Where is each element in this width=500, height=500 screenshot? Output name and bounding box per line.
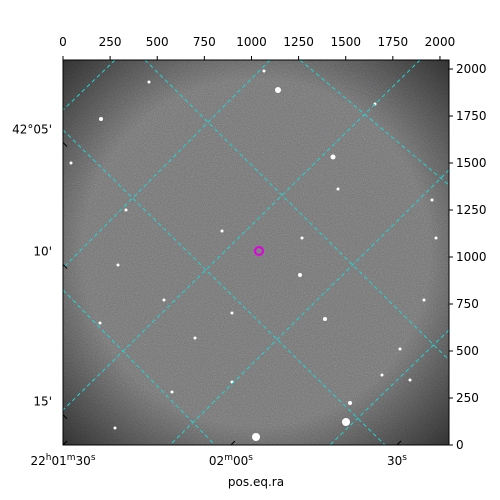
plot-frame — [62, 59, 450, 446]
x-tick-label: 1250 — [283, 35, 314, 49]
y-tick-label: 250 — [456, 391, 479, 405]
y-tick-label: 1750 — [456, 109, 487, 123]
x-tick-label: 1750 — [378, 35, 409, 49]
ra-tick-label: 30s — [387, 453, 407, 468]
y-tick-label: 1250 — [456, 203, 487, 217]
y-tick-label: 0 — [456, 438, 464, 452]
ra-tick-label: 02m00s — [209, 453, 253, 468]
ra-tick-label: 22h01m30s — [30, 453, 95, 468]
x-tick-label: 1000 — [236, 35, 267, 49]
ra-tick — [62, 440, 68, 446]
y-tick-label: 2000 — [456, 62, 487, 76]
x-tick-label: 500 — [146, 35, 169, 49]
dec-tick — [62, 142, 68, 147]
dec-tick-label: 15' — [33, 395, 52, 409]
sky-image — [63, 60, 449, 445]
dec-tick-label: 10' — [33, 245, 52, 259]
dec-tick — [62, 264, 68, 269]
x-tick-label: 0 — [59, 35, 67, 49]
x-axis-label: pos.eq.ra — [228, 475, 284, 489]
coordinate-grid — [62, 59, 450, 446]
y-tick-label: 750 — [456, 297, 479, 311]
x-tick-label: 750 — [193, 35, 216, 49]
y-tick-label: 1000 — [456, 250, 487, 264]
dec-tick-label: 42°05' — [12, 123, 52, 137]
x-tick-label: 1500 — [330, 35, 361, 49]
y-tick-label: 1500 — [456, 156, 487, 170]
y-tick-label: 500 — [456, 344, 479, 358]
dec-tick — [62, 414, 68, 420]
x-tick-label: 2000 — [425, 35, 456, 49]
ra-tick — [230, 440, 236, 446]
ra-tick — [396, 440, 402, 446]
x-tick-label: 250 — [99, 35, 122, 49]
